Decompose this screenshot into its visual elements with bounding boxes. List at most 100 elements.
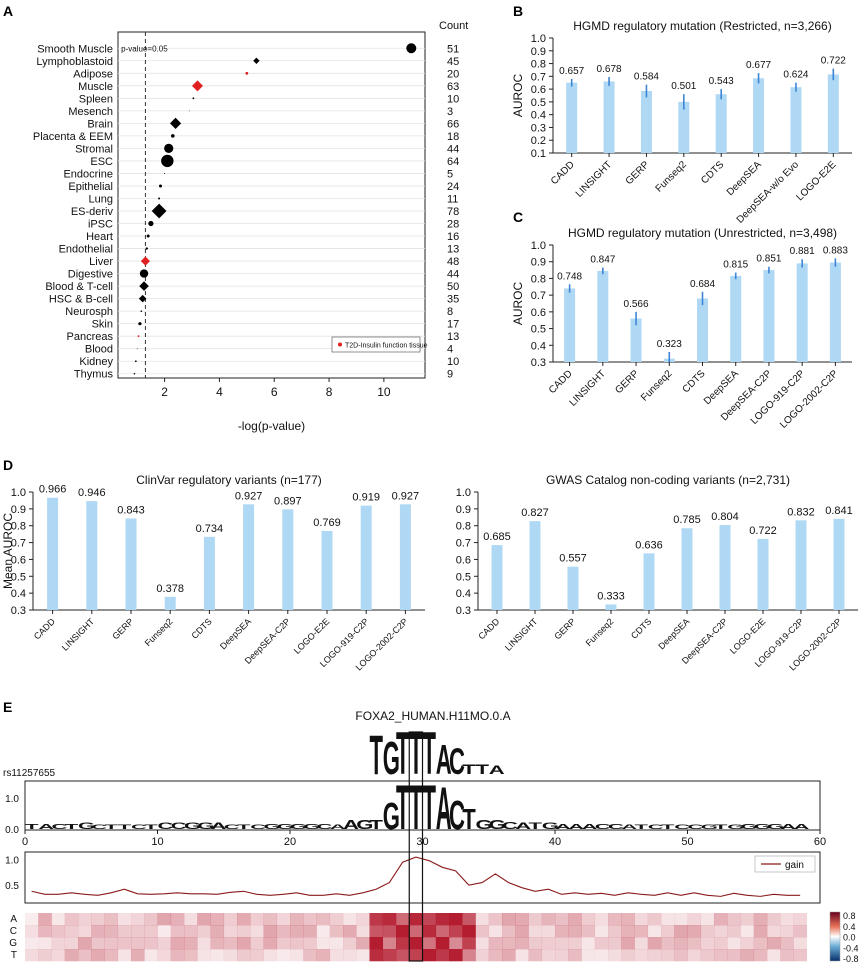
heatmap-cell	[117, 937, 132, 950]
data-point	[134, 360, 137, 363]
heatmap-cell	[290, 925, 304, 938]
heatmap-cell	[369, 925, 384, 938]
heatmap-cell	[197, 913, 211, 926]
category-label: Blood	[85, 344, 113, 356]
y-tick-label: 0.8	[531, 59, 546, 71]
sequence-letter: C	[595, 823, 611, 831]
sequence-letter: C	[688, 824, 704, 831]
heatmap-cell	[647, 913, 662, 926]
bar	[529, 521, 541, 610]
count-label: 64	[447, 156, 459, 168]
sequence-letter: T	[65, 823, 79, 831]
heatmap-cell	[78, 913, 92, 926]
sequence-letter: C	[449, 792, 465, 838]
heatmap-cell	[634, 925, 649, 938]
category-label: LOGO-E2E	[728, 616, 768, 656]
heatmap-cell	[263, 913, 278, 926]
color-bar-tick-label: 0.8	[843, 911, 856, 921]
category-label: Stromal	[75, 143, 113, 155]
category-label: LINSIGHT	[60, 616, 97, 653]
heatmap-cell	[223, 949, 238, 962]
count-label: 50	[447, 281, 459, 293]
legend-label: T2D-Insulin function tissue	[345, 343, 428, 350]
heatmap-cell	[170, 949, 185, 962]
heatmap-cell	[396, 937, 410, 950]
bar	[360, 505, 372, 610]
value-label: 0.722	[749, 525, 777, 537]
x-tick-label: 0	[22, 836, 28, 848]
heatmap-cell	[184, 925, 198, 938]
heatmap-cell	[303, 925, 317, 938]
data-point-diamond	[138, 294, 147, 303]
heatmap-cell	[515, 937, 529, 950]
category-label: Liver	[89, 256, 113, 268]
color-bar-tick-label: 0.4	[843, 922, 856, 932]
data-point	[139, 269, 149, 278]
data-point	[161, 154, 174, 168]
heatmap-cell	[780, 937, 794, 950]
chart-title: ClinVar regulatory variants (n=177)	[136, 473, 322, 487]
heatmap-cell	[78, 925, 92, 938]
heatmap-cell	[793, 913, 808, 926]
sequence-letter: T	[409, 773, 423, 844]
category-label: CDTS	[681, 368, 708, 395]
bar	[125, 518, 137, 610]
sequence-letter: G	[701, 824, 718, 831]
heatmap-cell	[117, 925, 132, 938]
heatmap-cell	[276, 937, 291, 950]
heatmap-cell	[38, 925, 52, 938]
heatmap-cell	[780, 949, 794, 962]
x-axis-label: -log(p-value)	[238, 419, 305, 433]
sequence-letter: A	[343, 818, 359, 832]
heatmap-cell	[541, 913, 556, 926]
count-label: 13	[447, 331, 459, 343]
heatmap-cell	[608, 949, 622, 962]
value-label: 0.769	[313, 517, 341, 529]
y-tick-label: 0.6	[456, 554, 471, 566]
motif-title: FOXA2_HUMAN.H11MO.0.A	[355, 709, 510, 723]
count-label: 3	[447, 106, 453, 118]
category-label: Heart	[86, 231, 113, 243]
sequence-letter: A	[436, 775, 452, 843]
heatmap-cell	[382, 913, 397, 926]
heatmap-cell	[316, 925, 331, 938]
heatmap-cell	[223, 937, 238, 950]
heatmap-cell	[740, 913, 755, 926]
heatmap-cell	[250, 937, 264, 950]
heatmap-cell	[687, 949, 702, 962]
y-axis-label: Mean AUROC	[1, 513, 15, 589]
heatmap-cell	[647, 937, 662, 950]
heatmap-cell	[210, 949, 225, 962]
y-tick-label: 1.0	[531, 33, 546, 45]
count-label: 18	[447, 131, 459, 143]
heatmap-cell	[727, 913, 741, 926]
bar	[827, 74, 839, 153]
value-label: 0.636	[635, 539, 663, 551]
sequence-letter: G	[277, 823, 294, 831]
y-tick-label: 0.3	[531, 122, 546, 134]
y-tick-label: 0.7	[531, 71, 546, 83]
value-label: 0.677	[746, 60, 771, 71]
heatmap-cell	[753, 913, 768, 926]
heatmap-cell	[793, 949, 808, 962]
heatmap-cell	[462, 937, 476, 950]
heatmap-cell	[38, 937, 52, 950]
heatmap-cell	[555, 949, 569, 962]
category-label: Endocrine	[63, 168, 113, 180]
heatmap-cell	[475, 937, 490, 950]
heatmap-cell	[740, 925, 755, 938]
heatmap-cell	[51, 949, 66, 962]
sequence-letter: G	[489, 818, 506, 832]
heatmap-cell	[170, 925, 185, 938]
y-tick-label: 0.6	[531, 307, 546, 319]
heatmap-cell	[462, 913, 476, 926]
heatmap-cell	[104, 925, 119, 938]
panel-e-motif-analysis: FOXA2_HUMAN.H11MO.0.AT GT T T ACT T Ars1125765…	[3, 709, 859, 964]
heatmap-cell	[104, 913, 119, 926]
count-label: 5	[447, 168, 453, 180]
y-tick-label: 0.4	[456, 588, 471, 600]
heatmap-cell	[674, 937, 688, 950]
bar	[491, 545, 503, 610]
y-tick-label: 0.9	[531, 257, 546, 269]
heatmap-cell	[263, 937, 278, 950]
